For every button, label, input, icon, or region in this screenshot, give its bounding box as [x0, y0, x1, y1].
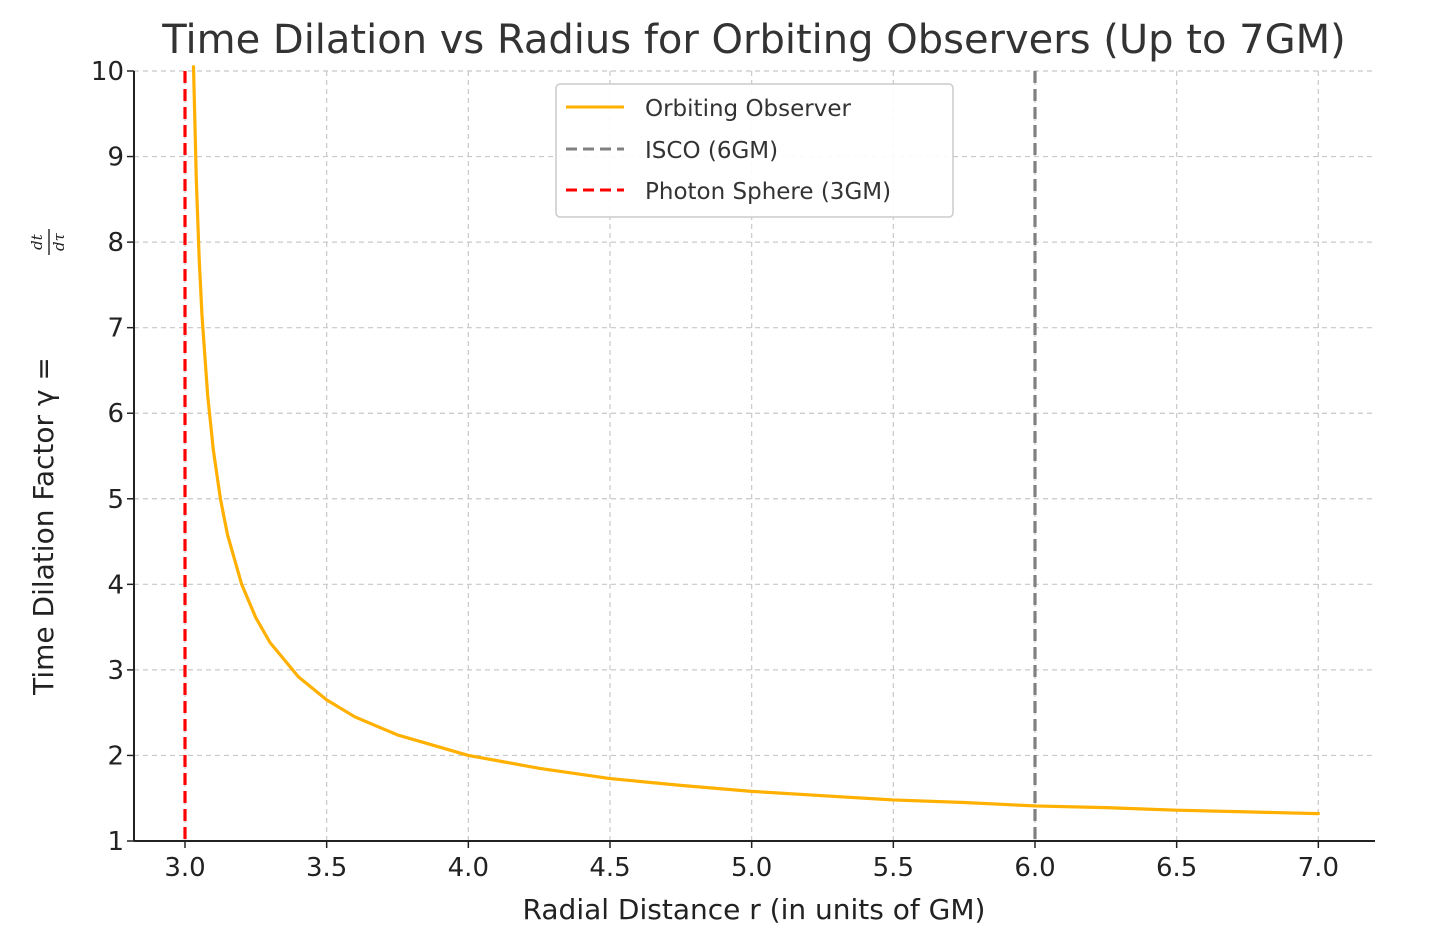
chart-title: Time Dilation vs Radius for Orbiting Obs…: [161, 17, 1345, 63]
x-tick-label: 6.5: [1156, 853, 1197, 883]
y-tick-label: 3: [107, 656, 124, 686]
legend-label-isco: ISCO (6GM): [645, 138, 778, 164]
x-tick-label: 7.0: [1298, 853, 1339, 883]
y-ticks: 1 2 3 4 5 6 7 8 9 10: [91, 57, 134, 857]
x-tick-label: 3.5: [306, 853, 347, 883]
y-tick-label: 10: [91, 57, 124, 87]
x-ticks: 3.0 3.5 4.0 4.5 5.0 5.5 6.0 6.5 7.0: [164, 841, 1339, 883]
y-axis-label-denominator: dτ: [50, 232, 68, 251]
y-tick-label: 4: [107, 570, 124, 600]
y-tick-label: 5: [107, 485, 124, 515]
y-axis-label-text: Time Dilation Factor γ =: [27, 357, 60, 696]
series-curves: [191, 65, 1320, 816]
x-tick-label: 4.0: [448, 853, 489, 883]
reference-lines: [183, 71, 1037, 841]
y-axis-label-numerator: dt: [28, 233, 46, 250]
legend-label-photon-sphere: Photon Sphere (3GM): [645, 179, 891, 205]
y-tick-label: 9: [107, 143, 124, 173]
legend-label-orbiting-observer: Orbiting Observer: [645, 96, 851, 122]
axes: [133, 71, 1375, 842]
x-tick-label: 5.0: [731, 853, 772, 883]
y-tick-label: 8: [107, 228, 124, 258]
y-axis-label: Time Dilation Factor γ = dt dτ: [27, 229, 68, 696]
y-tick-label: 7: [107, 314, 124, 344]
y-tick-label: 2: [107, 741, 124, 771]
series-line-orbiting-observer: [191, 65, 1320, 816]
x-axis-label: Radial Distance r (in units of GM): [523, 893, 986, 926]
x-tick-label: 5.5: [873, 853, 914, 883]
x-tick-label: 6.0: [1014, 853, 1055, 883]
x-tick-label: 3.0: [164, 853, 205, 883]
x-tick-label: 4.5: [589, 853, 630, 883]
y-tick-label: 1: [107, 827, 124, 857]
legend: Orbiting Observer ISCO (6GM) Photon Sphe…: [555, 83, 954, 218]
legend-box: [555, 83, 954, 218]
y-tick-label: 6: [107, 399, 124, 429]
